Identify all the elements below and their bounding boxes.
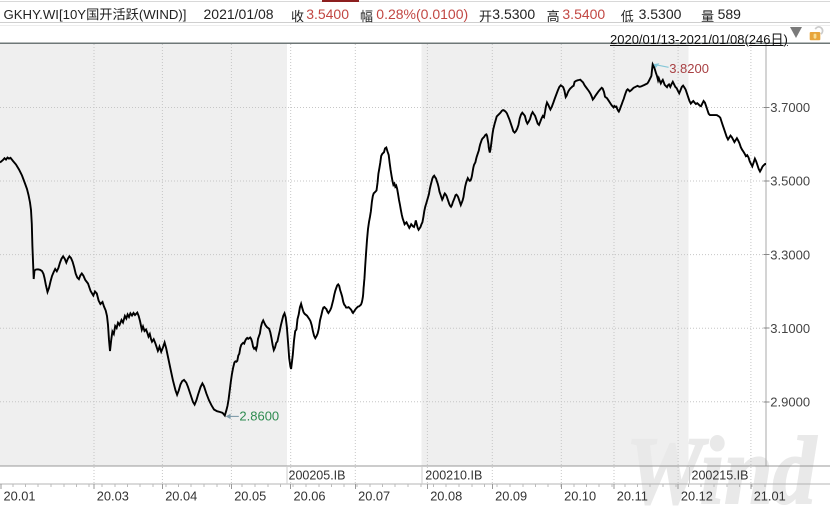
svg-text:200210.IB: 200210.IB bbox=[425, 469, 482, 483]
svg-text:20.12: 20.12 bbox=[681, 488, 713, 503]
svg-text:20.10: 20.10 bbox=[564, 488, 596, 503]
svg-text:200215.IB: 200215.IB bbox=[692, 469, 749, 483]
svg-text:20.11: 20.11 bbox=[617, 488, 648, 503]
svg-text:3.3000: 3.3000 bbox=[770, 247, 810, 262]
svg-text:2.9000: 2.9000 bbox=[770, 395, 810, 410]
svg-text:21.01: 21.01 bbox=[754, 488, 786, 503]
svg-text:20.04: 20.04 bbox=[165, 488, 197, 503]
svg-text:3.7000: 3.7000 bbox=[770, 100, 810, 115]
svg-text:20.03: 20.03 bbox=[97, 488, 129, 503]
svg-text:3.8200: 3.8200 bbox=[669, 61, 709, 76]
svg-text:20.07: 20.07 bbox=[358, 488, 390, 503]
svg-text:200205.IB: 200205.IB bbox=[289, 469, 346, 483]
svg-text:20.08: 20.08 bbox=[430, 488, 462, 503]
svg-text:3.5000: 3.5000 bbox=[770, 174, 810, 189]
svg-text:20.01: 20.01 bbox=[4, 488, 36, 503]
svg-text:20.06: 20.06 bbox=[294, 488, 326, 503]
svg-text:Wind: Wind bbox=[626, 417, 818, 507]
svg-text:3.1000: 3.1000 bbox=[770, 321, 810, 336]
svg-text:20.05: 20.05 bbox=[234, 488, 266, 503]
svg-text:2.8600: 2.8600 bbox=[239, 408, 279, 423]
svg-text:20.09: 20.09 bbox=[495, 488, 527, 503]
